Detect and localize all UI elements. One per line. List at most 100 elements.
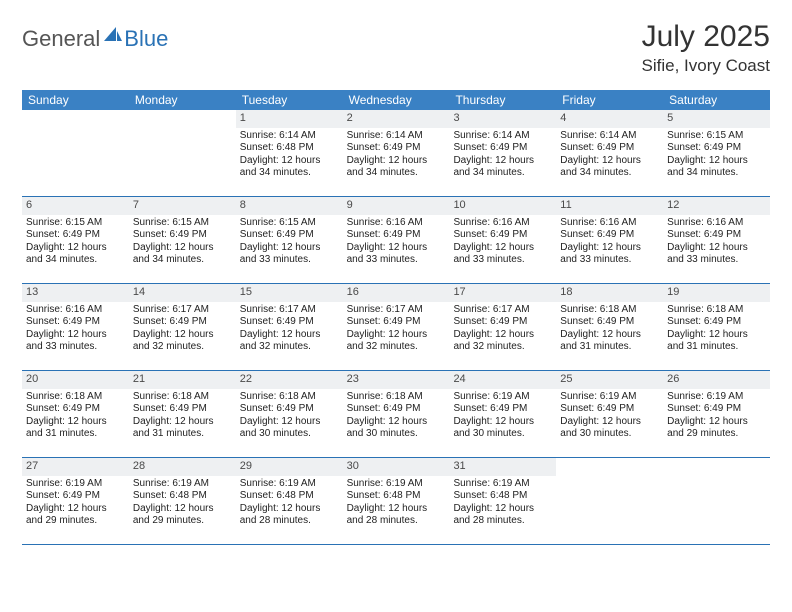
daylight-text: Daylight: 12 hours and 34 minutes. [453, 155, 552, 180]
calendar-day-number: 1 [236, 110, 343, 128]
calendar-day-details: Sunrise: 6:14 AMSunset: 6:49 PMDaylight:… [449, 128, 556, 184]
calendar-day-details: Sunrise: 6:15 AMSunset: 6:49 PMDaylight:… [129, 215, 236, 271]
calendar-day-details: Sunrise: 6:16 AMSunset: 6:49 PMDaylight:… [343, 215, 450, 271]
calendar-day-details: Sunrise: 6:16 AMSunset: 6:49 PMDaylight:… [663, 215, 770, 271]
sunrise-text: Sunrise: 6:16 AM [560, 217, 659, 230]
calendar-week-row: 20Sunrise: 6:18 AMSunset: 6:49 PMDayligh… [22, 371, 770, 458]
daylight-text: Daylight: 12 hours and 34 minutes. [667, 155, 766, 180]
sunrise-text: Sunrise: 6:19 AM [347, 478, 446, 491]
calendar-day-details: Sunrise: 6:14 AMSunset: 6:48 PMDaylight:… [236, 128, 343, 184]
sunset-text: Sunset: 6:49 PM [26, 316, 125, 329]
title-location: Sifie, Ivory Coast [642, 56, 771, 76]
calendar-day-header: Tuesday [236, 90, 343, 110]
sunrise-text: Sunrise: 6:19 AM [240, 478, 339, 491]
calendar-day-number: 31 [449, 458, 556, 476]
sunset-text: Sunset: 6:49 PM [347, 142, 446, 155]
daylight-text: Daylight: 12 hours and 34 minutes. [26, 242, 125, 267]
sunset-text: Sunset: 6:48 PM [240, 142, 339, 155]
brand-word-blue: Blue [124, 26, 168, 52]
sunset-text: Sunset: 6:49 PM [347, 316, 446, 329]
calendar-day-details: Sunrise: 6:16 AMSunset: 6:49 PMDaylight:… [22, 302, 129, 358]
calendar-day-cell: 18Sunrise: 6:18 AMSunset: 6:49 PMDayligh… [556, 284, 663, 370]
calendar-day-number: 28 [129, 458, 236, 476]
sunset-text: Sunset: 6:49 PM [240, 316, 339, 329]
calendar-day-cell: 11Sunrise: 6:16 AMSunset: 6:49 PMDayligh… [556, 197, 663, 283]
sunrise-text: Sunrise: 6:15 AM [240, 217, 339, 230]
calendar-day-cell: 22Sunrise: 6:18 AMSunset: 6:49 PMDayligh… [236, 371, 343, 457]
calendar-day-number: 18 [556, 284, 663, 302]
daylight-text: Daylight: 12 hours and 30 minutes. [347, 416, 446, 441]
sunset-text: Sunset: 6:49 PM [667, 403, 766, 416]
daylight-text: Daylight: 12 hours and 32 minutes. [453, 329, 552, 354]
sunrise-text: Sunrise: 6:19 AM [667, 391, 766, 404]
sunset-text: Sunset: 6:49 PM [453, 403, 552, 416]
sunrise-text: Sunrise: 6:17 AM [133, 304, 232, 317]
calendar-day-details: Sunrise: 6:14 AMSunset: 6:49 PMDaylight:… [343, 128, 450, 184]
daylight-text: Daylight: 12 hours and 34 minutes. [347, 155, 446, 180]
calendar-day-number: 6 [22, 197, 129, 215]
calendar-day-details: Sunrise: 6:18 AMSunset: 6:49 PMDaylight:… [129, 389, 236, 445]
calendar-day-number: 26 [663, 371, 770, 389]
sunset-text: Sunset: 6:49 PM [453, 142, 552, 155]
calendar-week-row: 6Sunrise: 6:15 AMSunset: 6:49 PMDaylight… [22, 197, 770, 284]
daylight-text: Daylight: 12 hours and 31 minutes. [133, 416, 232, 441]
calendar-day-details: Sunrise: 6:18 AMSunset: 6:49 PMDaylight:… [343, 389, 450, 445]
calendar: SundayMondayTuesdayWednesdayThursdayFrid… [22, 90, 770, 545]
calendar-day-header: Monday [129, 90, 236, 110]
sunrise-text: Sunrise: 6:14 AM [453, 130, 552, 143]
calendar-day-number: 3 [449, 110, 556, 128]
calendar-day-number: 14 [129, 284, 236, 302]
sunset-text: Sunset: 6:49 PM [667, 316, 766, 329]
daylight-text: Daylight: 12 hours and 34 minutes. [560, 155, 659, 180]
daylight-text: Daylight: 12 hours and 33 minutes. [667, 242, 766, 267]
daylight-text: Daylight: 12 hours and 28 minutes. [240, 503, 339, 528]
sunrise-text: Sunrise: 6:16 AM [347, 217, 446, 230]
calendar-day-cell: 10Sunrise: 6:16 AMSunset: 6:49 PMDayligh… [449, 197, 556, 283]
calendar-day-header: Thursday [449, 90, 556, 110]
calendar-day-details [556, 476, 663, 482]
calendar-day-cell: 27Sunrise: 6:19 AMSunset: 6:49 PMDayligh… [22, 458, 129, 544]
calendar-day-cell: 7Sunrise: 6:15 AMSunset: 6:49 PMDaylight… [129, 197, 236, 283]
calendar-day-details: Sunrise: 6:19 AMSunset: 6:49 PMDaylight:… [22, 476, 129, 532]
calendar-week-row: 1Sunrise: 6:14 AMSunset: 6:48 PMDaylight… [22, 110, 770, 197]
calendar-day-details: Sunrise: 6:18 AMSunset: 6:49 PMDaylight:… [663, 302, 770, 358]
calendar-day-details [22, 128, 129, 134]
sunrise-text: Sunrise: 6:17 AM [240, 304, 339, 317]
daylight-text: Daylight: 12 hours and 32 minutes. [240, 329, 339, 354]
calendar-day-details: Sunrise: 6:18 AMSunset: 6:49 PMDaylight:… [22, 389, 129, 445]
sunrise-text: Sunrise: 6:15 AM [26, 217, 125, 230]
sunrise-text: Sunrise: 6:14 AM [240, 130, 339, 143]
sunrise-text: Sunrise: 6:19 AM [133, 478, 232, 491]
sunrise-text: Sunrise: 6:18 AM [347, 391, 446, 404]
calendar-day-header: Wednesday [343, 90, 450, 110]
calendar-day-cell: 30Sunrise: 6:19 AMSunset: 6:48 PMDayligh… [343, 458, 450, 544]
calendar-day-details: Sunrise: 6:16 AMSunset: 6:49 PMDaylight:… [556, 215, 663, 271]
calendar-day-details: Sunrise: 6:19 AMSunset: 6:49 PMDaylight:… [449, 389, 556, 445]
calendar-day-number: 11 [556, 197, 663, 215]
page-header: General Blue July 2025 Sifie, Ivory Coas… [22, 20, 770, 76]
sunset-text: Sunset: 6:49 PM [133, 229, 232, 242]
calendar-day-cell: 8Sunrise: 6:15 AMSunset: 6:49 PMDaylight… [236, 197, 343, 283]
calendar-day-number: 19 [663, 284, 770, 302]
calendar-day-number: 23 [343, 371, 450, 389]
calendar-day-cell: 31Sunrise: 6:19 AMSunset: 6:48 PMDayligh… [449, 458, 556, 544]
sunset-text: Sunset: 6:49 PM [560, 142, 659, 155]
calendar-day-cell: 9Sunrise: 6:16 AMSunset: 6:49 PMDaylight… [343, 197, 450, 283]
calendar-day-details: Sunrise: 6:19 AMSunset: 6:49 PMDaylight:… [663, 389, 770, 445]
daylight-text: Daylight: 12 hours and 34 minutes. [240, 155, 339, 180]
calendar-day-number: 2 [343, 110, 450, 128]
calendar-day-details: Sunrise: 6:16 AMSunset: 6:49 PMDaylight:… [449, 215, 556, 271]
sunrise-text: Sunrise: 6:19 AM [453, 391, 552, 404]
title-month: July 2025 [642, 20, 771, 54]
calendar-day-details: Sunrise: 6:18 AMSunset: 6:49 PMDaylight:… [236, 389, 343, 445]
calendar-day-details: Sunrise: 6:19 AMSunset: 6:48 PMDaylight:… [343, 476, 450, 532]
sunset-text: Sunset: 6:49 PM [560, 316, 659, 329]
calendar-day-number: 27 [22, 458, 129, 476]
sunset-text: Sunset: 6:49 PM [240, 403, 339, 416]
sunrise-text: Sunrise: 6:19 AM [453, 478, 552, 491]
daylight-text: Daylight: 12 hours and 33 minutes. [560, 242, 659, 267]
calendar-day-cell: 5Sunrise: 6:15 AMSunset: 6:49 PMDaylight… [663, 110, 770, 196]
calendar-day-cell: 23Sunrise: 6:18 AMSunset: 6:49 PMDayligh… [343, 371, 450, 457]
calendar-day-cell [22, 110, 129, 196]
calendar-day-cell: 29Sunrise: 6:19 AMSunset: 6:48 PMDayligh… [236, 458, 343, 544]
